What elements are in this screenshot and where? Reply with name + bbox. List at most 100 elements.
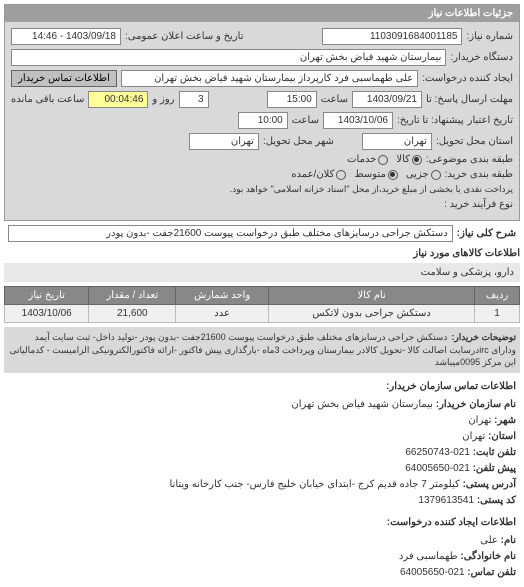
priority-radio-group: جزیی متوسط کلان/عمده (291, 169, 440, 180)
request-number-label: شماره نیاز: (466, 31, 513, 42)
buyer-org-field: بیمارستان شهید فیاض بخش تهران (11, 49, 446, 66)
row-delivery: استان محل تحویل: تهران شهر محل تحویل: ته… (11, 133, 513, 150)
contact2-title: اطلاعات ایجاد کننده درخواست: (8, 515, 516, 531)
deadline-send-date: 1403/09/21 (352, 91, 422, 108)
table-cell: 1403/10/06 (5, 305, 89, 323)
priority-label: طبقه بندی خرید: (445, 169, 513, 180)
goods-section-title: اطلاعات کالاهای مورد نیاز (4, 248, 520, 259)
contact2-name: نام: علی (8, 533, 516, 549)
contact1-address-val: کیلومتر 7 جاده قدیم کرج -ابتدای خیابان خ… (169, 479, 459, 490)
contact1-city-val: تهران (468, 415, 491, 426)
radio-icon (388, 170, 398, 180)
table-row: 1دستکش جراحی بدون لاتکسعدد21,6001403/10/… (5, 305, 520, 323)
table-cell: 1 (475, 305, 520, 323)
contact1-org-val: بیمارستان شهید فیاض بخش تهران (291, 399, 433, 410)
contact2-family-val: طهماسبی فرد (399, 551, 458, 562)
contact1-address: آدرس پستی: کیلومتر 7 جاده قدیم کرج -ابتد… (8, 477, 516, 493)
deadline-time-label: ساعت (321, 94, 348, 105)
contact1-fax-label: پیش تلفن: (473, 463, 516, 474)
priority-omde-label: کلان/عمده (291, 169, 334, 180)
budget-khadamat[interactable]: خدمات (347, 154, 388, 165)
radio-icon (412, 155, 422, 165)
col-unit: واحد شمارش (176, 287, 269, 305)
validity-date: 1403/10/06 (323, 112, 393, 129)
contact1-phone-val: 021-66250743 (405, 447, 470, 458)
priority-motevaset[interactable]: متوسط (354, 169, 397, 180)
priority-jozei[interactable]: جزیی (406, 169, 441, 180)
main-panel: جزئیات اطلاعات نیاز شماره نیاز: 11030916… (4, 4, 520, 221)
public-datetime-field: 1403/09/18 - 14:46 (11, 28, 121, 45)
request-number-field: 1103091684001185 (322, 28, 462, 45)
public-datetime-label: تاریخ و ساعت اعلان عمومی: (125, 31, 244, 42)
panel-body: شماره نیاز: 1103091684001185 تاریخ و ساع… (5, 22, 519, 220)
row-validity: تاریخ اعتبار پیشنهاد: تا تاریخ: 1403/10/… (11, 112, 513, 129)
contact1-postal-val: 1379613541 (418, 495, 474, 506)
requester-field: علی طهماسبی فرد کارپرداز بیمارستان شهید … (121, 70, 418, 87)
validity-time-label: ساعت (292, 115, 319, 126)
panel-title: جزئیات اطلاعات نیاز (5, 5, 519, 22)
goods-table: ردیف نام کالا واحد شمارش تعداد / مقدار ت… (4, 286, 520, 323)
main-desc-field: دستکش جراحی درسایزهای مختلف طبق درخواست … (8, 225, 453, 242)
row-requester: ایجاد کننده درخواست: علی طهماسبی فرد کار… (11, 70, 513, 87)
delivery-city: تهران (189, 133, 259, 150)
contact1-org: نام سازمان خریدار: بیمارستان شهید فیاض ب… (8, 397, 516, 413)
priority-jozei-label: جزیی (406, 169, 429, 180)
row-main-desc: شرح کلی نیاز: دستکش جراحی درسایزهای مختل… (8, 225, 516, 242)
table-cell: دستکش جراحی بدون لاتکس (269, 305, 475, 323)
contact2-phone-val: 021-64005650 (400, 567, 465, 578)
contact1-postal: کد پستی: 1379613541 (8, 493, 516, 509)
contact1-address-label: آدرس پستی: (463, 479, 516, 490)
contact2-block: اطلاعات ایجاد کننده درخواست: نام: علی نا… (8, 515, 516, 581)
contact1-block: اطلاعات تماس سازمان خریدار: نام سازمان خ… (8, 379, 516, 509)
row-deadline: مهلت ارسال پاسخ: تا 1403/09/21 ساعت 15:0… (11, 91, 513, 108)
contact1-org-label: نام سازمان خریدار: (436, 399, 516, 410)
buyer-desc-box: توضیحات خریدار: دستکش جراحی درسایزهای مخ… (4, 327, 520, 373)
contact2-family: نام خانوادگی: طهماسبی فرد (8, 549, 516, 565)
row-buyer-org: دستگاه خریدار: بیمارستان شهید فیاض بخش ت… (11, 49, 513, 66)
contact2-phone: تلفن تماس: 021-64005650 (8, 565, 516, 581)
buyer-desc-text: دستکش جراحی درسایزهای مختلف طبق درخواست … (9, 332, 516, 367)
remaining-field: 00:04:46 (88, 91, 148, 108)
delivery-province-label: استان محل تحویل: (436, 136, 513, 147)
deadline-send-label: مهلت ارسال پاسخ: تا (426, 94, 513, 105)
contact2-phone-label: تلفن تماس: (467, 567, 516, 578)
radio-icon (336, 170, 346, 180)
col-row: ردیف (475, 287, 520, 305)
contact2-name-val: علی (480, 535, 498, 546)
row-process-type: نوع فرآیند خرید : (11, 199, 513, 210)
contact2-name-label: نام: (501, 535, 516, 546)
contact1-phone-label: تلفن ثابت: (473, 447, 516, 458)
validity-label: تاریخ اعتبار (468, 115, 513, 126)
validity-time: 10:00 (238, 112, 288, 129)
delivery-city-label: شهر محل تحویل: (263, 136, 334, 147)
contact1-province-label: استان: (488, 431, 516, 442)
main-desc-label: شرح کلی نیاز: (457, 228, 516, 239)
contact1-title: اطلاعات تماس سازمان خریدار: (8, 379, 516, 395)
budget-label: طبقه بندی موضوعی: (426, 154, 513, 165)
contact1-phone: تلفن ثابت: 021-66250743 (8, 445, 516, 461)
deadline-send-time: 15:00 (267, 91, 317, 108)
remaining-label: ساعت باقی مانده (11, 94, 84, 105)
days-label: روز و (152, 94, 174, 105)
col-qty: تعداد / مقدار (89, 287, 176, 305)
payment-note: پرداخت نقدی یا بخشی از مبلغ خرید،از محل … (230, 184, 513, 195)
row-request-number: شماره نیاز: 1103091684001185 تاریخ و ساع… (11, 28, 513, 45)
priority-omde[interactable]: کلان/عمده (291, 169, 346, 180)
col-name: نام کالا (269, 287, 475, 305)
contact1-province-val: تهران (462, 431, 485, 442)
budget-khadamat-label: خدمات (347, 154, 376, 165)
category-box: دارو، پزشکی و سلامت (4, 263, 520, 282)
row-priority: طبقه بندی خرید: جزیی متوسط کلان/عمده پرد… (11, 169, 513, 195)
radio-icon (378, 155, 388, 165)
days-field: 3 (179, 91, 209, 108)
priority-motevaset-label: متوسط (354, 169, 385, 180)
contact1-fax: پیش تلفن: 021-64005650 (8, 461, 516, 477)
buyer-org-label: دستگاه خریدار: (450, 52, 513, 63)
buyer-contact-button[interactable]: اطلاعات تماس خریدار (11, 70, 117, 87)
budget-kala[interactable]: کالا (396, 154, 422, 165)
contact1-postal-label: کد پستی: (477, 495, 516, 506)
buyer-desc-label: توضیحات خریدار: (451, 331, 516, 344)
contact1-city-label: شهر: (494, 415, 516, 426)
col-date: تاریخ نیاز (5, 287, 89, 305)
table-cell: عدد (176, 305, 269, 323)
